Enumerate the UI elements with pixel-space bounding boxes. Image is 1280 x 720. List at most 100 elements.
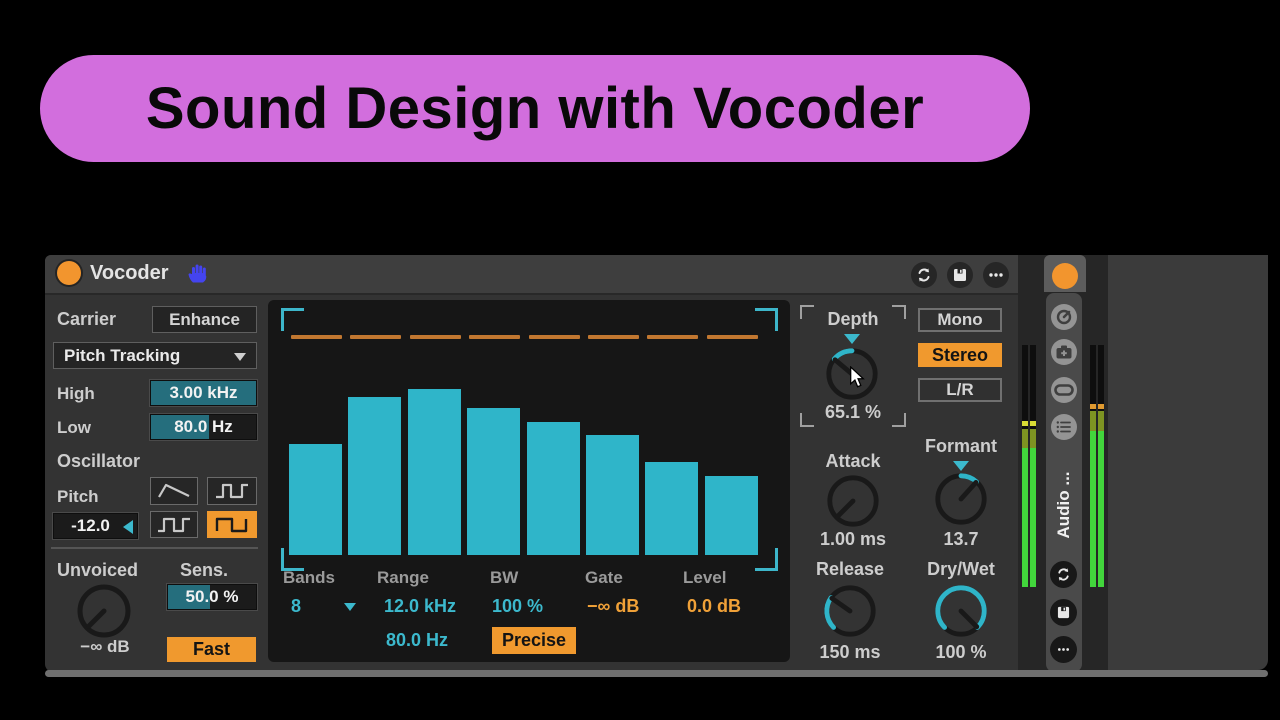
band-bar [704, 476, 758, 555]
osc-pitch-field[interactable]: -12.0 [53, 513, 138, 539]
formant-knob[interactable] [932, 470, 990, 528]
unvoiced-gain-value: −∞ dB [80, 637, 130, 656]
pitch-label: Pitch [57, 487, 99, 506]
gate-value[interactable]: −∞ dB [587, 596, 640, 616]
formant-label: Formant [925, 436, 997, 456]
hand-drag-icon [188, 264, 207, 283]
formant-value: 13.7 [943, 529, 979, 549]
range-low-value[interactable]: 80.0 Hz [386, 630, 449, 650]
hot-swap-button[interactable] [911, 262, 937, 288]
bracket-bottom-right [755, 548, 778, 571]
title-banner: Sound Design with Vocoder [40, 55, 1030, 162]
pitch-drag-arrow-icon [123, 520, 133, 534]
band-gain-dash[interactable] [528, 335, 580, 339]
sens-field[interactable]: 50.0 % [167, 584, 257, 610]
bracket-bottom-left [281, 548, 304, 571]
range-high-value[interactable]: 12.0 kHz [384, 596, 457, 616]
hot-swap-icon [918, 268, 930, 282]
square-wave-icon [215, 517, 248, 532]
drywet-knob[interactable] [932, 582, 990, 640]
meter-column [1030, 345, 1036, 587]
band-gain-dash[interactable] [647, 335, 699, 339]
track-save-button[interactable] [1050, 599, 1077, 626]
osc-saw-button[interactable] [150, 477, 198, 505]
band-display[interactable]: Bands 8 Range 12.0 kHz 80.0 Hz BW 100 % … [268, 300, 790, 662]
save-icon [954, 269, 966, 281]
sens-label: Sens. [180, 560, 229, 580]
release-knob[interactable] [821, 582, 879, 640]
pulse-wave-icon [216, 483, 248, 499]
meter-column [1022, 345, 1028, 587]
band-gain-dash[interactable] [469, 335, 521, 339]
meter-column [1098, 345, 1104, 587]
vocoder-device: Vocoder [45, 255, 1018, 672]
chevron-down-icon [234, 353, 246, 361]
list-icon [1056, 421, 1071, 433]
more-options-button[interactable] [983, 262, 1009, 288]
track-list-button[interactable] [1051, 414, 1077, 440]
osc-pulse-button[interactable] [207, 477, 257, 505]
save-preset-button[interactable] [947, 262, 973, 288]
carrier-mode-select[interactable]: Pitch Tracking [53, 342, 257, 369]
track-capture-button[interactable] [1051, 339, 1077, 365]
band-gain-dash[interactable] [291, 335, 342, 339]
carrier-label: Carrier [57, 309, 117, 329]
output-mono-button[interactable]: Mono [918, 308, 1002, 332]
device-activator-button[interactable] [57, 261, 81, 285]
band-gain-dash[interactable] [706, 335, 758, 339]
band-gain-dashes[interactable] [291, 326, 767, 344]
track-stop-button[interactable] [1051, 377, 1077, 403]
low-label: Low [57, 418, 91, 437]
mouse-cursor [850, 366, 865, 388]
fast-slow-toggle[interactable]: Fast [167, 637, 256, 662]
saw-wave-icon [158, 483, 190, 498]
band-bar [645, 462, 699, 555]
unvoiced-knob[interactable] [74, 581, 134, 641]
track-header [1044, 255, 1086, 292]
ellipsis-icon [989, 273, 1003, 277]
band-bar [526, 422, 580, 555]
band-gain-dash[interactable] [350, 335, 402, 339]
attack-knob[interactable] [824, 472, 882, 530]
osc-square-button-selected[interactable] [207, 511, 257, 538]
depth-knob[interactable] [823, 345, 881, 403]
depth-value: 65.1 % [824, 402, 882, 422]
track-name[interactable]: Audio ... [1054, 471, 1073, 539]
band-level-bars[interactable] [289, 310, 769, 555]
band-gain-dash[interactable] [587, 335, 639, 339]
panel-divider [51, 547, 258, 549]
high-label: High [57, 384, 95, 403]
level-value[interactable]: 0.0 dB [687, 596, 742, 616]
precise-retro-toggle[interactable]: Precise [492, 627, 576, 654]
device-title: Vocoder [90, 262, 169, 284]
track-meter-right [1090, 345, 1104, 587]
release-label: Release [815, 559, 885, 579]
track-more-button[interactable] [1050, 636, 1077, 663]
window-bottom-edge [45, 670, 1268, 677]
bw-value[interactable]: 100 % [492, 596, 544, 616]
bracket-top-right [755, 308, 778, 331]
output-stereo-button-selected[interactable]: Stereo [918, 343, 1002, 367]
track-activator-button[interactable] [1052, 263, 1078, 289]
track-dial-button[interactable] [1051, 304, 1077, 330]
depth-macro-brackets [800, 305, 906, 427]
output-lr-button[interactable]: L/R [918, 378, 1002, 402]
gate-label: Gate [585, 568, 623, 587]
high-freq-field[interactable]: 3.00 kHz [150, 380, 257, 406]
bands-value[interactable]: 8 [291, 596, 302, 616]
release-value: 150 ms [819, 642, 881, 662]
band-bar [289, 444, 342, 555]
low-freq-field[interactable]: 80.0 Hz [150, 414, 257, 440]
bw-label: BW [490, 568, 519, 587]
save-icon [1057, 606, 1070, 619]
enhance-button[interactable]: Enhance [152, 306, 257, 333]
unvoiced-label: Unvoiced [57, 560, 139, 580]
banner-title: Sound Design with Vocoder [145, 76, 925, 141]
ellipsis-icon [1058, 648, 1069, 651]
hot-swap-icon [1058, 568, 1069, 581]
dial-icon [1056, 309, 1072, 325]
track-hot-swap-button[interactable] [1050, 561, 1077, 588]
bands-chevron-icon[interactable] [344, 603, 356, 611]
osc-square-narrow-button[interactable] [150, 511, 198, 538]
band-gain-dash[interactable] [409, 335, 461, 339]
